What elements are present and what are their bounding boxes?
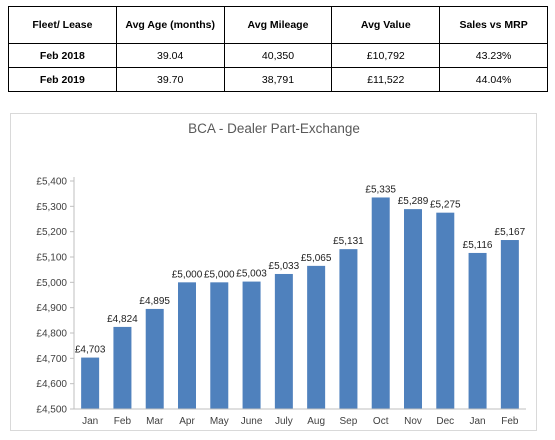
cell-avg-age: 39.70 (115, 67, 225, 92)
row-period: Feb 2019 (8, 67, 117, 92)
bar (371, 197, 390, 409)
bar (210, 282, 229, 409)
bar (339, 249, 358, 409)
x-tick-label: Mar (146, 416, 164, 427)
bar-series: £4,703£4,824£4,895£5,000 £5,000 £5,003£5,0… (75, 184, 526, 409)
y-tick-label: £4,600 (36, 379, 67, 390)
header-avg-mileage: Avg Mileage (223, 6, 333, 44)
header-fleet-lease: Fleet/ Lease (8, 6, 117, 44)
data-label: £5,275 (430, 200, 461, 211)
x-axis: Jan Feb Mar Apr May June July Aug Sep Oct Nov Dec Ja… (74, 408, 526, 427)
x-tick-label: Jan (470, 416, 486, 427)
bar (113, 326, 132, 409)
x-tick-label: Dec (436, 416, 454, 427)
x-tick-label: Feb (501, 416, 519, 427)
y-tick-label: £4,900 (36, 303, 67, 314)
cell-avg-mileage: 38,791 (223, 67, 333, 92)
cell-avg-value: £10,792 (331, 43, 441, 68)
cell-avg-age: 39.04 (115, 43, 225, 68)
y-tick-label: £4,700 (36, 354, 67, 365)
y-tick-label: £5,200 (36, 227, 67, 238)
summary-table: Fleet/ Lease Avg Age (months) Avg Mileag… (8, 6, 548, 92)
bar (500, 240, 519, 409)
data-label: £5,065 (301, 253, 332, 264)
x-tick-label: Jan (82, 416, 98, 427)
y-axis: £4,500 £4,600 £4,700 £4,800 £4,900 £5,000 £5,1… (36, 177, 75, 416)
y-tick-label: £5,100 (36, 253, 67, 264)
bar (274, 273, 293, 409)
x-tick-label: May (210, 416, 229, 427)
x-tick-label: Feb (114, 416, 132, 427)
cell-avg-mileage: 40,350 (223, 43, 333, 68)
chart-title: BCA - Dealer Part-Exchange (188, 121, 360, 136)
data-label: £5,003 (236, 269, 267, 280)
bar (307, 265, 326, 409)
y-tick-label: £4,500 (36, 405, 67, 416)
bar (81, 357, 100, 409)
header-avg-value: Avg Value (331, 6, 441, 44)
data-label: £4,703 (75, 345, 106, 356)
data-label: £4,824 (107, 314, 138, 325)
bar (178, 282, 196, 409)
table-row: Feb 2019 39.70 38,791 £11,522 44.04% (8, 67, 548, 92)
y-tick-label: £5,300 (36, 202, 67, 213)
x-tick-label: Sep (340, 416, 358, 427)
y-tick-label: £5,400 (36, 177, 67, 188)
bar-chart: BCA - Dealer Part-Exchange £4,500£4,600£… (36, 121, 526, 427)
table-header-row: Fleet/ Lease Avg Age (months) Avg Mileag… (8, 6, 548, 44)
x-tick-label: July (275, 416, 293, 427)
cell-avg-value: £11,522 (331, 67, 441, 92)
data-label: £4,895 (139, 296, 170, 307)
bar (436, 212, 455, 409)
x-tick-label: Oct (373, 416, 389, 427)
row-period: Feb 2018 (8, 43, 117, 68)
chart-panel: BCA - Dealer Part-Exchange £4,500 £4,600 £… (10, 113, 537, 431)
bar (242, 281, 261, 409)
data-label: £5,116 (463, 240, 493, 251)
data-label: £5,131 (333, 236, 364, 247)
x-tick-label: Apr (179, 416, 195, 427)
bar (468, 252, 487, 409)
data-label: £5,000 (172, 269, 203, 280)
data-label: £5,033 (269, 261, 300, 272)
cell-sales-vs-mrp: 43.23% (439, 43, 548, 68)
header-sales-vs-mrp: Sales vs MRP (439, 6, 548, 44)
header-avg-age: Avg Age (months) (115, 6, 225, 44)
data-label: £5,000 (204, 269, 235, 280)
x-tick-label: Nov (404, 416, 422, 427)
data-label: £5,289 (398, 196, 429, 207)
data-label: £5,335 (365, 184, 396, 195)
y-tick-label: £5,000 (36, 278, 67, 289)
data-label: £5,167 (495, 227, 526, 238)
bar (145, 308, 164, 409)
y-tick-label: £4,800 (36, 329, 67, 340)
x-tick-label: Aug (307, 416, 325, 427)
bar (404, 209, 422, 409)
table-row: Feb 2018 39.04 40,350 £10,792 43.23% (8, 43, 548, 68)
x-tick-label: June (241, 416, 263, 427)
cell-sales-vs-mrp: 44.04% (439, 67, 548, 92)
